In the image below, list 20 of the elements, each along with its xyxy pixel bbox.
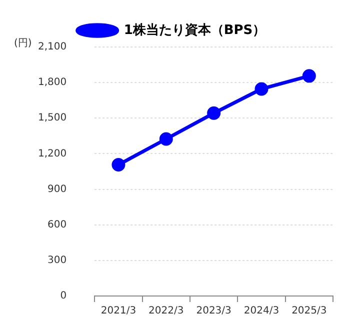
x-tick-label: 2023/3: [196, 306, 232, 317]
x-tick-label: 2024/3: [244, 306, 280, 317]
y-axis-title: (円): [14, 37, 32, 50]
y-tick-label: 0: [60, 290, 67, 302]
point: [112, 158, 126, 172]
point: [254, 82, 268, 96]
y-tick-label: 1,500: [38, 112, 67, 124]
y-tick-label: 300: [48, 255, 67, 266]
x-tick-label: 2021/3: [100, 306, 136, 317]
y-tick-label: 2,100: [38, 42, 67, 53]
y-tick-label: 600: [48, 219, 67, 230]
point: [159, 132, 173, 146]
legend-label: 1株当たり資本（BPS）: [124, 22, 266, 38]
x-tick-label: 2022/3: [148, 306, 184, 317]
x-tick-label: 2025/3: [292, 306, 327, 317]
y-tick-label: 900: [48, 184, 67, 195]
y-tick-label: 1,800: [38, 77, 67, 88]
point: [207, 106, 221, 120]
y-tick-label: 1,200: [38, 148, 67, 160]
point: [302, 69, 316, 83]
